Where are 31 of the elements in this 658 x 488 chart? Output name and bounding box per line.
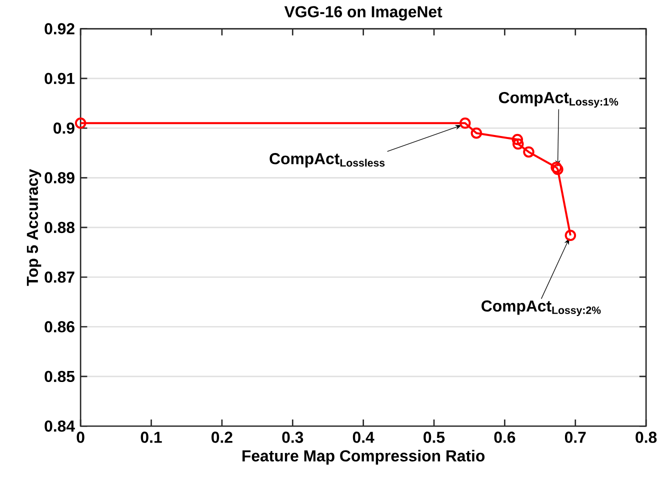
x-tick-label: 0 [76,432,84,444]
x-tick-label: 0.8 [636,432,657,444]
point [512,138,524,150]
point [523,146,534,158]
x-tick-label: 0.5 [424,432,445,444]
x-tick-label: 0.7 [564,432,586,444]
y-tick-label: 0.84 [44,420,75,432]
y-tick-label: 0.85 [44,370,75,382]
x-tick-label: 0.2 [212,432,232,444]
x-tick-label: 0.3 [282,432,304,444]
y-tick-label: 0.92 [44,23,74,35]
x-tick-label: 0.6 [494,432,516,444]
annotation: CompAct$_{Lossy:1%}$ [498,92,618,108]
y-tick-label: 0.91 [44,72,75,84]
point [512,134,524,146]
chart-title: VGG-16 on ImageNet [284,6,442,21]
point [459,118,471,129]
point [470,128,482,139]
point [74,118,86,129]
y-tick-label: 0.89 [44,172,74,184]
y-tick-label: 0.87 [44,272,74,283]
y-tick-label: 0.86 [44,321,74,333]
x-tick-label: 0.4 [352,432,374,444]
x-tick-label: 0.1 [140,432,162,444]
y-tick-label: 0.88 [44,222,75,234]
annotation: CompAct$_{Lossy:2%}$ [482,300,601,316]
annotation: CompAct$_{Lossless}$ [270,153,385,168]
point [564,230,576,242]
y-tick-label: 0.9 [54,122,74,134]
y-axis-title: Top 5 Accuracy [26,169,42,286]
x-axis-title: Feature Map Compression Ratio [242,450,485,465]
